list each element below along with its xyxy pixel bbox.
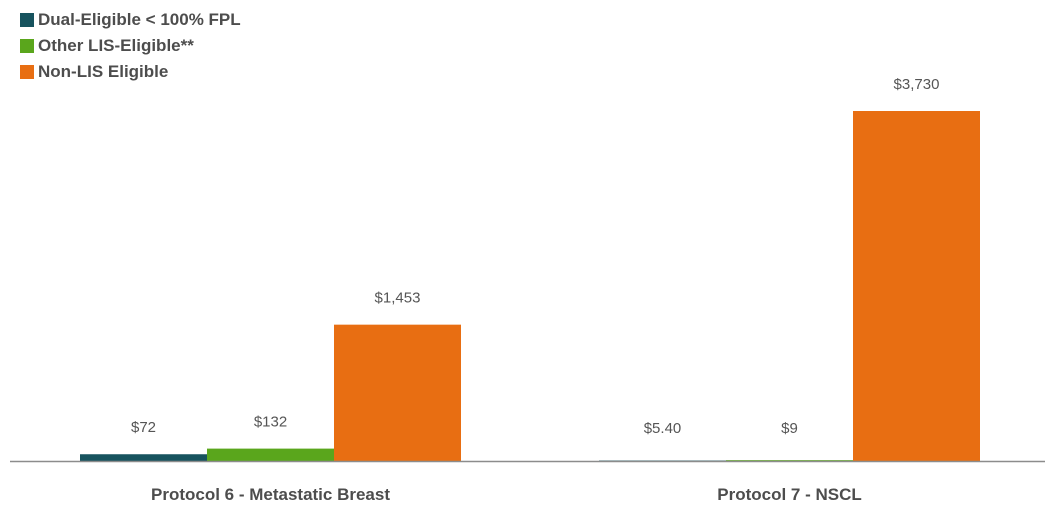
bar xyxy=(726,460,853,461)
bar xyxy=(80,454,207,461)
bar xyxy=(334,324,461,461)
bar xyxy=(853,111,980,461)
legend-item-dual-eligible: Dual-Eligible < 100% FPL xyxy=(20,7,241,33)
data-label: $9 xyxy=(781,420,798,437)
legend-swatch xyxy=(20,65,34,79)
legend-item-other-lis: Other LIS-Eligible** xyxy=(20,33,241,59)
category-label: Protocol 6 - Metastatic Breast xyxy=(151,485,390,504)
legend-swatch xyxy=(20,13,34,27)
category-label: Protocol 7 - NSCL xyxy=(717,485,862,504)
legend-item-non-lis: Non-LIS Eligible xyxy=(20,59,241,85)
bar xyxy=(599,460,726,461)
data-label: $5.40 xyxy=(644,420,682,437)
data-label: $72 xyxy=(131,419,156,436)
data-label: $132 xyxy=(254,414,287,431)
legend-label: Other LIS-Eligible** xyxy=(38,36,194,55)
bar xyxy=(207,448,334,461)
data-label: $3,730 xyxy=(894,76,940,93)
legend-label: Dual-Eligible < 100% FPL xyxy=(38,10,241,29)
legend-label: Non-LIS Eligible xyxy=(38,62,169,81)
legend: Dual-Eligible < 100% FPL Other LIS-Eligi… xyxy=(20,7,241,85)
legend-swatch xyxy=(20,39,34,53)
data-label: $1,453 xyxy=(375,290,421,307)
